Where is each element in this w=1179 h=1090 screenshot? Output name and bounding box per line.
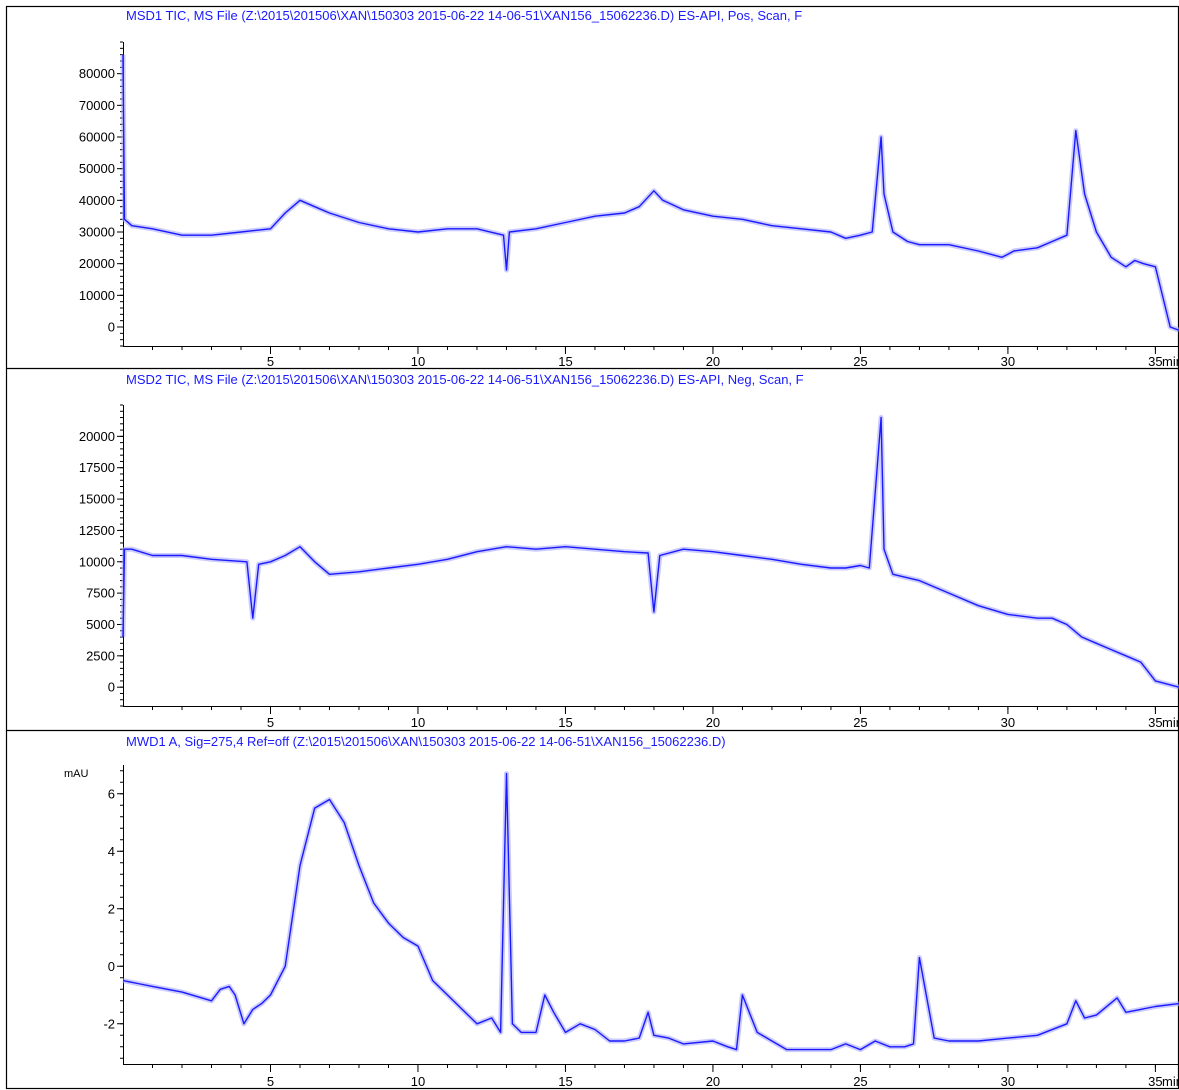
x-tick-label: 20 [706,354,720,369]
x-unit-label: min [1162,1074,1179,1089]
x-tick-label: 15 [558,354,572,369]
y-tick-label: 80000 [79,66,115,81]
x-tick-label: 25 [853,715,867,730]
y-tick-label: 2500 [86,648,115,663]
x-tick-label: 30 [1001,715,1015,730]
y-tick-label: 0 [108,320,115,335]
y-tick-label: 60000 [79,130,115,145]
x-tick-label: 5 [267,354,274,369]
y-tick-label: 2 [108,901,115,916]
x-tick-label: 10 [411,715,425,730]
x-tick-label: 30 [1001,354,1015,369]
y-tick-label: 20000 [79,429,115,444]
x-tick-label: 25 [853,354,867,369]
x-tick-label: 20 [706,715,720,730]
y-tick-label: 40000 [79,193,115,208]
x-tick-label: 15 [558,1074,572,1089]
y-tick-label: 7500 [86,586,115,601]
x-tick-label: 5 [267,715,274,730]
panel-title: MSD1 TIC, MS File (Z:\2015\201506\XAN\15… [126,8,802,23]
y-tick-label: 5000 [86,617,115,632]
x-tick-label: 20 [706,1074,720,1089]
panel-title: MSD2 TIC, MS File (Z:\2015\201506\XAN\15… [126,372,804,387]
x-unit-label: min [1162,354,1179,369]
y-axis-label: mAU [64,768,89,780]
x-tick-label: 35 [1148,1074,1162,1089]
y-tick-label: 30000 [79,225,115,240]
x-unit-label: min [1162,715,1179,730]
y-tick-label: 12500 [79,523,115,538]
y-tick-label: 6 [108,786,115,801]
x-tick-label: 25 [853,1074,867,1089]
x-tick-label: 5 [267,1074,274,1089]
y-tick-label: 20000 [79,256,115,271]
series-line [122,416,1179,688]
series-line [122,54,1179,331]
panel-title: MWD1 A, Sig=275,4 Ref=off (Z:\2015\20150… [126,734,726,749]
y-tick-label: 0 [108,680,115,695]
y-tick-label: 10000 [79,554,115,569]
y-tick-label: 50000 [79,161,115,176]
series-halo [120,54,1179,333]
y-tick-label: 4 [108,844,115,859]
series-line [122,772,1179,1051]
series-halo [120,415,1179,690]
y-tick-label: 0 [108,959,115,974]
x-tick-label: 10 [411,1074,425,1089]
x-tick-label: 15 [558,715,572,730]
y-tick-label: 15000 [79,492,115,507]
x-tick-label: 35 [1148,354,1162,369]
y-tick-label: 70000 [79,98,115,113]
x-tick-label: 30 [1001,1074,1015,1089]
y-tick-label: 10000 [79,288,115,303]
series-halo [122,771,1179,1053]
y-tick-label: 17500 [79,460,115,475]
x-tick-label: 10 [411,354,425,369]
x-tick-label: 35 [1148,715,1162,730]
y-tick-label: -2 [103,1016,115,1031]
